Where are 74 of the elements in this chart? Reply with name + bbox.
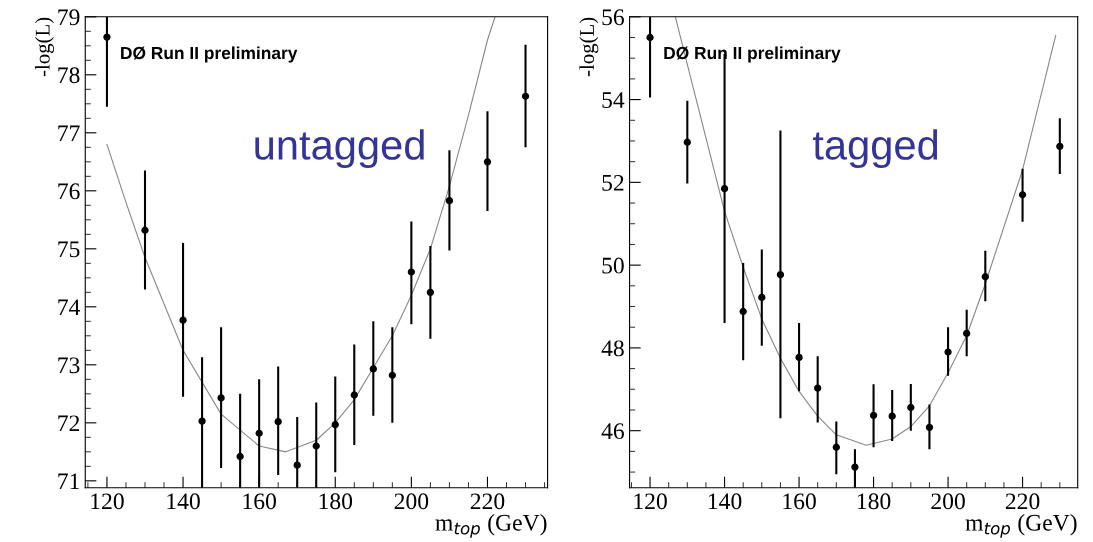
point [483,158,492,166]
y-axis-title: -log(L) [35,17,54,77]
x-tick-label: 220 [1005,493,1040,510]
x-tick-label: 140 [167,493,200,510]
point [832,443,840,451]
point [103,33,111,41]
y-tick-label: 77 [58,125,80,141]
y-tick-label: 71 [58,473,79,490]
point [217,394,225,402]
point [141,226,149,234]
point [388,371,396,379]
y-tick-label: 73 [58,357,80,374]
x-tick-label: 180 [857,493,891,510]
y-tick-label: 52 [602,174,624,191]
point [369,365,377,373]
x-tick-label: 200 [394,493,429,510]
y-tick-label: 72 [58,415,80,432]
point [407,268,416,276]
x-tick-label: 220 [470,493,505,510]
point [814,384,822,392]
x-tick-label: 180 [319,493,353,510]
point [795,353,803,362]
point [739,307,747,316]
x-tick-label: 200 [931,493,965,510]
y-tick-label: 56 [602,9,624,26]
annotation: DØ Run II preliminary [664,46,841,63]
y-tick-label: 46 [601,423,624,440]
point [179,316,187,324]
x-tick-label: 160 [783,493,816,510]
point [350,391,358,399]
line-series [106,16,496,453]
x-axis-title: m$_{top}$ (GeV) [965,514,1077,538]
point [944,348,952,356]
point [1056,142,1064,150]
annotation: untagged [255,129,424,169]
point [907,403,915,412]
point [255,429,263,437]
point [888,412,896,420]
y-axis-title: -log(L) [579,17,599,77]
y-tick-label: 50 [602,257,624,274]
x-axis-title: m$_{top}$ (GeV) [435,514,547,538]
point [236,452,244,461]
point [925,423,934,432]
point [720,184,729,193]
y-tick-label: 74 [58,299,81,316]
annotation: DØ Run II preliminary [121,46,298,63]
y-tick-label: 48 [601,340,624,357]
x-tick-label: 140 [708,493,742,510]
point [198,417,206,425]
point [646,33,654,42]
point [776,271,785,279]
point [274,418,282,426]
point [851,463,859,471]
x-tick-label: 120 [91,493,124,510]
y-tick-label: 54 [602,92,625,108]
point [445,197,454,205]
x-tick-label: 120 [634,493,667,510]
point [331,420,339,429]
point [521,92,530,100]
annotation: tagged [812,129,938,169]
point [758,293,766,302]
y-tick-label: 76 [58,183,80,200]
x-tick-label: 160 [243,493,276,510]
y-tick-label: 79 [58,9,80,26]
point [683,138,691,146]
point [981,273,989,281]
point [963,329,971,338]
point [869,411,878,420]
y-tick-label: 78 [58,67,80,84]
y-tick-label: 75 [58,241,80,258]
point [312,442,320,450]
point [426,288,435,296]
point [1018,191,1027,199]
point [293,461,301,469]
